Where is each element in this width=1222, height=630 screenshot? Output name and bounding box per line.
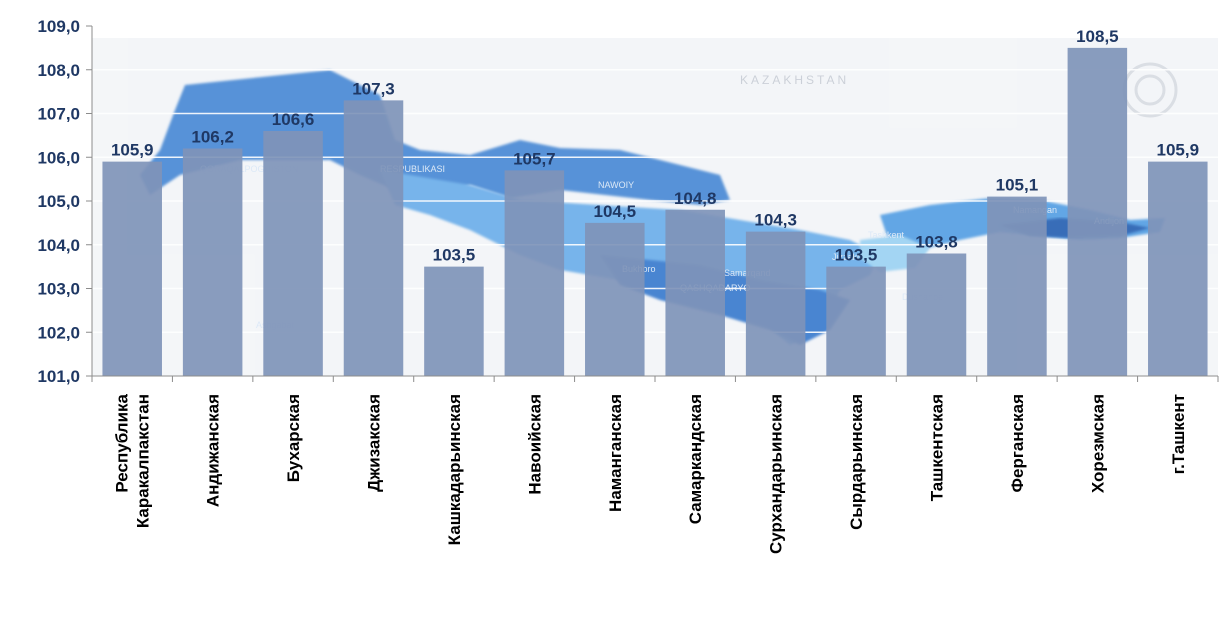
data-labels: 105,9 106,2 106,6 107,3 103,5 105,7 104,5 104,8…: [111, 27, 1199, 265]
data-label: 107,3: [352, 79, 395, 98]
x-tick-label: Джизакская: [365, 394, 384, 492]
x-tick-label: Хорезмская: [1088, 394, 1107, 493]
x-tick-label: Ташкентская: [928, 394, 947, 501]
x-tick-label: г.Ташкент: [1169, 394, 1188, 474]
map-label: Jizzakh: [832, 252, 862, 262]
map-label: Tashkent: [868, 230, 905, 240]
y-tick-label: 107,0: [37, 105, 80, 124]
y-tick-label: 106,0: [37, 148, 80, 167]
bar: [906, 253, 967, 376]
data-label: 106,2: [191, 128, 234, 147]
bar: [1148, 161, 1208, 376]
data-label: 106,6: [272, 110, 315, 129]
data-label: 103,5: [835, 246, 878, 265]
background-map-image: KAZAKHSTAN QORAQALPOGHISTON RESPUBLIKASI NA…: [92, 38, 1218, 376]
y-tick-label: 101,0: [37, 367, 80, 386]
data-label: 105,7: [513, 149, 556, 168]
x-tick-labels: Республика Каракалпакстан Андижанская Бухар…: [113, 393, 1188, 554]
x-tick-label: Бухарская: [284, 394, 303, 482]
x-tick-label: Сырдарьинская: [847, 394, 866, 530]
map-label: QORAQALPOGHISTON: [200, 164, 298, 174]
bar: [182, 148, 243, 376]
y-tick-label: 108,0: [37, 61, 80, 80]
bar: [504, 170, 565, 376]
data-label: 104,8: [674, 189, 717, 208]
data-label: 105,1: [996, 176, 1039, 195]
y-tick-label: 103,0: [37, 280, 80, 299]
bar: [585, 222, 645, 376]
x-tick-label: Самаркандская: [686, 394, 705, 524]
bar: [745, 231, 806, 376]
x-tick-label: Андижанская: [204, 394, 223, 507]
bar: [987, 196, 1047, 376]
y-tick-label: 102,0: [37, 323, 80, 342]
bars: [102, 47, 1208, 376]
x-tick-label: Наманганская: [606, 394, 625, 512]
x-tick-label: Республика: [113, 393, 132, 492]
x-tick-label: Каракалпакстан: [134, 394, 153, 528]
y-tick-label: 109,0: [37, 17, 80, 36]
data-label: 103,8: [915, 233, 958, 252]
axes: [86, 25, 1219, 382]
bar: [263, 131, 323, 376]
bar: [424, 266, 484, 376]
y-tick-label: 105,0: [37, 192, 80, 211]
map-label: KAZAKHSTAN: [740, 73, 849, 87]
data-label: 105,9: [111, 141, 154, 160]
x-tick-label: Сурхандарьинская: [767, 394, 786, 554]
map-decor-circle: [1134, 74, 1166, 106]
bar: [826, 266, 886, 376]
map-region-karakalpakstan: [140, 70, 730, 205]
x-tick-label: Ферганская: [1008, 394, 1027, 493]
bar: [665, 209, 725, 376]
bar: [1067, 47, 1128, 376]
data-label: 105,9: [1157, 141, 1200, 160]
bar: [343, 100, 404, 376]
data-label: 104,3: [754, 211, 797, 230]
data-label: 108,5: [1076, 27, 1119, 46]
map-label: RESPUBLIKASI: [380, 164, 445, 174]
data-label: 104,5: [594, 202, 637, 221]
y-tick-label: 104,0: [37, 236, 80, 255]
data-label: 103,5: [433, 246, 476, 265]
bar: [102, 161, 162, 376]
map-label: NAWOIY: [598, 180, 634, 190]
x-tick-label: Навоийская: [525, 394, 544, 495]
x-tick-label: Кашкадарьинская: [445, 394, 464, 545]
y-tick-labels: 101,0 102,0 103,0 104,0 105,0 106,0 107,0 108,0…: [37, 17, 80, 386]
